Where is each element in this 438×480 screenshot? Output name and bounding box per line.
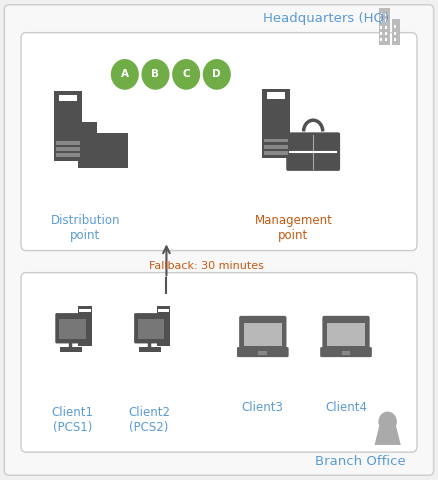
- Bar: [385, 19, 387, 23]
- Polygon shape: [374, 425, 401, 445]
- Bar: [78, 133, 128, 168]
- Bar: [244, 323, 282, 346]
- Text: Client1
(PCS1): Client1 (PCS1): [51, 406, 93, 433]
- FancyBboxPatch shape: [53, 91, 82, 161]
- Circle shape: [172, 59, 200, 90]
- Bar: [264, 145, 288, 149]
- Bar: [385, 25, 387, 29]
- Bar: [264, 151, 288, 155]
- FancyBboxPatch shape: [4, 5, 434, 475]
- Bar: [380, 13, 382, 16]
- Bar: [380, 19, 382, 23]
- Circle shape: [378, 411, 397, 432]
- Bar: [138, 319, 164, 339]
- FancyBboxPatch shape: [262, 89, 290, 158]
- Bar: [267, 92, 285, 98]
- FancyBboxPatch shape: [237, 347, 289, 357]
- Bar: [380, 25, 382, 29]
- Text: C: C: [182, 70, 190, 79]
- FancyBboxPatch shape: [322, 316, 370, 351]
- FancyBboxPatch shape: [239, 316, 286, 351]
- FancyBboxPatch shape: [21, 33, 417, 251]
- Bar: [78, 306, 92, 346]
- Bar: [158, 309, 170, 312]
- Bar: [56, 154, 80, 157]
- Text: Client2
(PCS2): Client2 (PCS2): [128, 406, 170, 433]
- Circle shape: [141, 59, 170, 90]
- Bar: [157, 306, 170, 346]
- Text: B: B: [152, 70, 159, 79]
- FancyBboxPatch shape: [21, 273, 417, 452]
- Text: Fallback: 30 minutes: Fallback: 30 minutes: [149, 262, 264, 271]
- Bar: [79, 309, 91, 312]
- Text: Distribution
point: Distribution point: [51, 214, 120, 241]
- Bar: [385, 38, 387, 41]
- Bar: [60, 347, 82, 352]
- Bar: [264, 139, 288, 143]
- Text: Management
point: Management point: [254, 214, 332, 241]
- Circle shape: [111, 59, 139, 90]
- FancyBboxPatch shape: [55, 313, 89, 344]
- Text: D: D: [212, 70, 221, 79]
- Text: Client3: Client3: [242, 401, 284, 414]
- Bar: [139, 347, 161, 352]
- Bar: [258, 351, 267, 355]
- FancyBboxPatch shape: [286, 132, 340, 171]
- Bar: [394, 38, 396, 41]
- Bar: [327, 323, 365, 346]
- Bar: [59, 319, 85, 339]
- Text: Branch Office: Branch Office: [315, 456, 406, 468]
- Bar: [394, 32, 396, 35]
- Bar: [380, 38, 382, 41]
- Text: Headquarters (HQ): Headquarters (HQ): [263, 12, 389, 25]
- Circle shape: [203, 59, 231, 90]
- Bar: [380, 32, 382, 35]
- Bar: [379, 8, 390, 45]
- Bar: [385, 32, 387, 35]
- Bar: [59, 95, 77, 101]
- Bar: [394, 25, 396, 28]
- Bar: [78, 122, 97, 134]
- Bar: [56, 147, 80, 151]
- FancyBboxPatch shape: [134, 313, 168, 344]
- Bar: [385, 13, 387, 16]
- Bar: [392, 19, 400, 45]
- Bar: [342, 351, 350, 355]
- Text: A: A: [121, 70, 129, 79]
- Text: Client4: Client4: [325, 401, 367, 414]
- Bar: [56, 141, 80, 145]
- FancyBboxPatch shape: [320, 347, 372, 357]
